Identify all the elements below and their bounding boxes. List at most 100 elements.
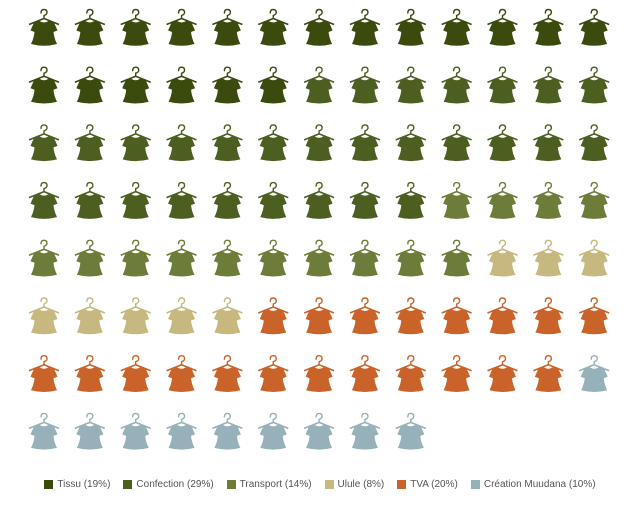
waffle-unit-tissu — [74, 66, 106, 104]
legend-swatch — [226, 479, 236, 489]
waffle-unit-confection — [395, 181, 427, 219]
waffle-unit-tva — [120, 355, 151, 392]
waffle-unit-transport — [533, 181, 564, 219]
waffle-unit-confection — [166, 181, 197, 219]
legend: Tissu (19%) Confection (29%) Transport (… — [0, 476, 640, 492]
waffle-unit-confection — [578, 124, 610, 162]
waffle-unit-tissu — [120, 66, 151, 104]
waffle-unit-tva — [257, 355, 289, 392]
waffle-unit-tissu — [120, 8, 151, 46]
waffle-unit-confection — [212, 124, 243, 162]
waffle-unit-confection — [303, 124, 335, 162]
waffle-unit-tva — [578, 297, 610, 335]
waffle-unit-confection — [303, 181, 335, 219]
waffle-unit-confection — [257, 124, 289, 162]
waffle-unit-transport — [349, 239, 381, 277]
waffle-unit-tva — [303, 297, 335, 335]
waffle-unit-tva — [441, 297, 472, 335]
waffle-unit-transport — [441, 239, 472, 277]
waffle-unit-tva — [533, 297, 564, 335]
waffle-unit-tissu — [28, 8, 60, 46]
waffle-unit-tissu — [395, 8, 427, 46]
legend-label: TVA (20%) — [410, 478, 458, 490]
waffle-unit-transport — [74, 239, 106, 277]
legend-item-creation-muudana: Création Muudana (10%) — [470, 478, 596, 490]
waffle-unit-cr-ation-muudana — [212, 412, 243, 450]
waffle-unit-tissu — [441, 8, 472, 46]
waffle-unit-tva — [533, 355, 564, 392]
waffle-unit-confection — [212, 181, 243, 219]
waffle-unit-tva — [257, 297, 289, 335]
waffle-unit-transport — [257, 239, 289, 277]
waffle-unit-tva — [441, 355, 472, 392]
waffle-unit-cr-ation-muudana — [120, 412, 151, 450]
waffle-unit-confection — [74, 124, 106, 162]
waffle-unit-tva — [487, 355, 518, 392]
legend-label: Confection (29%) — [136, 478, 214, 490]
waffle-unit-transport — [28, 239, 60, 277]
waffle-unit-tissu — [349, 8, 381, 46]
waffle-unit-transport — [395, 239, 427, 277]
waffle-unit-tissu — [28, 66, 60, 104]
waffle-unit-tva — [166, 355, 197, 392]
legend-item-tva: TVA (20%) — [397, 479, 458, 490]
waffle-unit-tissu — [166, 8, 197, 46]
waffle-unit-transport — [303, 239, 335, 277]
waffle-unit-confection — [349, 181, 381, 219]
waffle-unit-confection — [120, 124, 151, 162]
waffle-unit-tva — [349, 355, 381, 392]
legend-swatch — [123, 479, 133, 489]
waffle-unit-tissu — [212, 8, 243, 46]
waffle-unit-confection — [533, 124, 564, 162]
waffle-unit-confection — [74, 181, 106, 219]
waffle-unit-tissu — [303, 8, 335, 46]
waffle-unit-tissu — [578, 8, 610, 46]
waffle-unit-cr-ation-muudana — [395, 412, 427, 450]
legend-label: Ulule (8%) — [337, 478, 385, 490]
waffle-unit-cr-ation-muudana — [257, 412, 289, 450]
waffle-unit-tva — [28, 355, 60, 392]
waffle-unit-cr-ation-muudana — [349, 412, 381, 450]
waffle-unit-tissu — [166, 66, 197, 104]
legend-item-ulule: Ulule (8%) — [324, 478, 385, 490]
waffle-unit-confection — [349, 66, 381, 104]
legend-label: Création Muudana (10%) — [483, 478, 596, 490]
waffle-unit-tva — [395, 355, 427, 392]
waffle-unit-confection — [487, 66, 518, 104]
waffle-unit-tissu — [74, 8, 106, 46]
waffle-unit-ulule — [487, 239, 518, 277]
waffle-unit-cr-ation-muudana — [166, 412, 197, 450]
waffle-unit-tva — [487, 297, 518, 335]
waffle-unit-tissu — [257, 66, 289, 104]
waffle-unit-tva — [303, 355, 335, 392]
waffle-unit-transport — [212, 239, 243, 277]
waffle-unit-confection — [303, 66, 335, 104]
legend-swatch — [44, 479, 54, 489]
waffle-unit-confection — [441, 66, 472, 104]
waffle-unit-confection — [257, 181, 289, 219]
waffle-unit-ulule — [212, 297, 243, 335]
waffle-unit-tissu — [487, 8, 518, 46]
waffle-unit-confection — [395, 124, 427, 162]
waffle-unit-ulule — [166, 297, 197, 335]
waffle-unit-ulule — [578, 239, 610, 277]
waffle-unit-transport — [487, 181, 518, 219]
waffle-unit-confection — [28, 181, 60, 219]
waffle-unit-tva — [212, 355, 243, 392]
waffle-unit-transport — [578, 181, 610, 219]
waffle-unit-confection — [487, 124, 518, 162]
waffle-unit-confection — [578, 66, 610, 104]
waffle-unit-confection — [533, 66, 564, 104]
legend-swatch — [397, 479, 407, 489]
waffle-unit-confection — [395, 66, 427, 104]
legend-swatch — [470, 479, 480, 489]
waffle-unit-confection — [166, 124, 197, 162]
legend-label: Tissu (19%) — [57, 478, 111, 490]
waffle-unit-ulule — [120, 297, 151, 335]
waffle-unit-tva — [74, 355, 106, 392]
waffle-unit-cr-ation-muudana — [303, 412, 335, 450]
waffle-unit-transport — [441, 181, 472, 219]
waffle-unit-transport — [166, 239, 197, 277]
waffle-unit-confection — [349, 124, 381, 162]
